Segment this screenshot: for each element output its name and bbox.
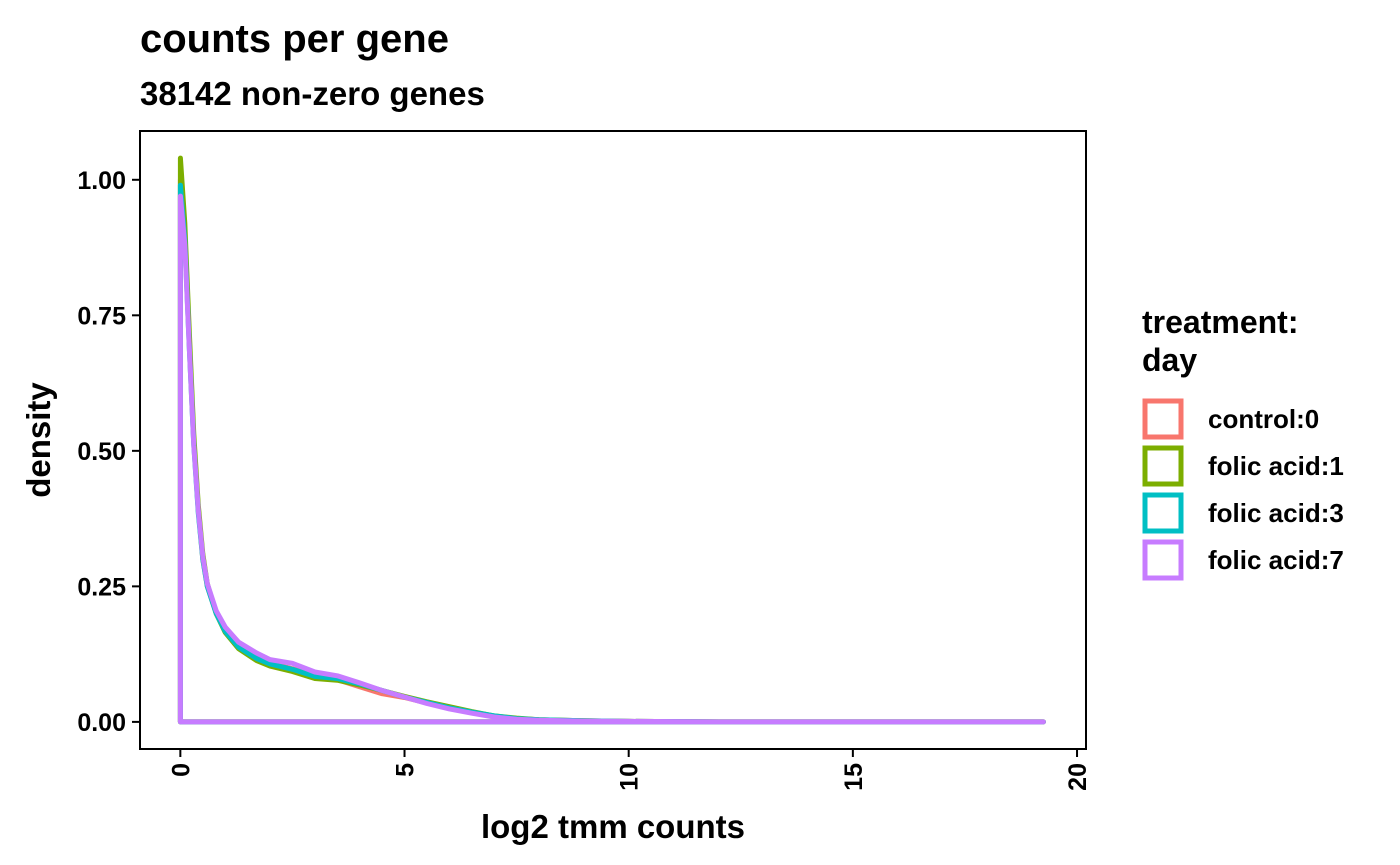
legend-label: folic acid:7 — [1208, 545, 1344, 575]
x-axis: 0 5 10 15 20 — [167, 749, 1092, 791]
y-tick-label: 1.00 — [77, 167, 126, 195]
y-axis-title: density — [20, 382, 57, 498]
legend-title: day — [1142, 342, 1197, 378]
y-tick-label: 0.00 — [77, 709, 126, 737]
chart-subtitle: 38142 non-zero genes — [140, 75, 485, 112]
legend-label: control:0 — [1208, 404, 1319, 434]
legend-key — [1142, 492, 1184, 534]
chart-title: counts per gene — [140, 17, 449, 61]
x-tick-label: 5 — [392, 763, 420, 777]
x-axis-title: log2 tmm counts — [481, 808, 745, 845]
series-layer — [177, 155, 1046, 725]
legend-key — [1142, 445, 1184, 487]
x-tick-label: 20 — [1064, 763, 1092, 791]
legend-label: folic acid:1 — [1208, 451, 1344, 481]
legend-key — [1142, 398, 1184, 440]
y-tick-label: 0.25 — [77, 573, 126, 601]
y-tick-label: 0.75 — [77, 302, 126, 330]
plot-panel-border — [139, 130, 1087, 750]
y-axis: 0.00 0.25 0.50 0.75 1.00 — [77, 167, 140, 737]
x-tick-label: 0 — [167, 763, 195, 777]
y-tick-label: 0.50 — [77, 438, 126, 466]
x-tick-label: 15 — [840, 763, 868, 791]
legend: treatment:day control:0 folic acid:1 folic … — [1142, 304, 1344, 581]
series-line-4 — [177, 193, 1046, 725]
legend-key — [1142, 539, 1184, 581]
x-tick-label: 10 — [616, 763, 644, 791]
legend-label: folic acid:3 — [1208, 498, 1344, 528]
legend-title: treatment: — [1142, 304, 1298, 340]
